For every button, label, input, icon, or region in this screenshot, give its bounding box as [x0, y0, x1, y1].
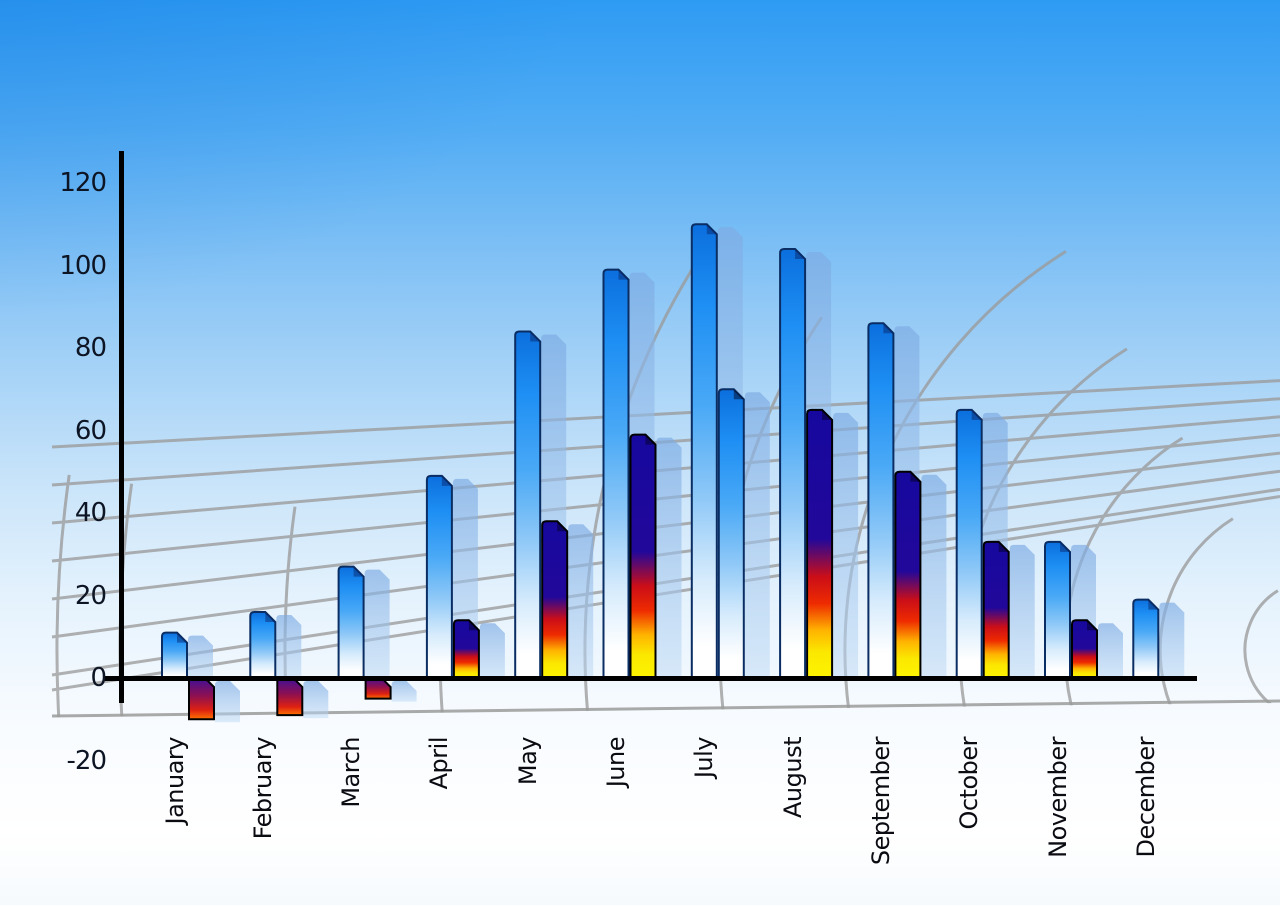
bar-february-series1: [249, 611, 277, 680]
bar-september-series1: [867, 322, 895, 680]
x-axis-label-february: February: [248, 737, 277, 840]
bar-top-facet-june-series1: [618, 269, 629, 280]
bar-shadow-december-series1: [1159, 602, 1185, 681]
bar-may-series2: [541, 520, 569, 680]
bar-march-series1: [337, 565, 365, 680]
bar-top-facet-july-series1: [706, 224, 717, 235]
x-axis-label-july: July: [690, 737, 719, 779]
bar-june-series2: [629, 433, 657, 680]
bar-may-series1: [514, 330, 542, 680]
bar-shadow-february-series2: [303, 681, 329, 719]
y-tick-label-40: 40: [74, 498, 107, 528]
bar-top-facet-october-series1: [971, 409, 982, 420]
x-axis-label-august: August: [778, 737, 807, 818]
bar-shadow-january-series1: [188, 635, 213, 681]
bar-top-facet-july-series2: [733, 389, 744, 400]
bar-august-series1: [779, 248, 807, 680]
y-tick-label-60: 60: [74, 415, 107, 446]
bar-top-facet-august-series2: [822, 409, 833, 420]
x-axis-zero-line: [103, 676, 1197, 681]
bar-top-facet-august-series1: [795, 249, 806, 259]
bar-shadow-august-series2: [833, 412, 859, 681]
x-axis-label-april: April: [425, 737, 454, 790]
bar-top-facet-march-series1: [353, 566, 364, 577]
y-tick-label-0: 0: [90, 663, 107, 693]
x-axis-label-november: November: [1043, 737, 1072, 858]
x-axis-label-october: October: [955, 737, 984, 830]
x-axis-label-may: May: [513, 737, 542, 786]
bar-shadow-january-series2: [215, 681, 240, 723]
grid-front-edge: [51, 699, 1280, 718]
bar-top-facet-may-series1: [530, 331, 541, 342]
bar-top-facet-february-series1: [265, 612, 276, 622]
x-axis-label-march: March: [337, 737, 366, 808]
x-axis-label-january: January: [160, 737, 189, 825]
bar-september-series2: [894, 470, 922, 680]
bar-top-facet-november-series1: [1060, 541, 1070, 552]
bar-april-series2: [452, 619, 480, 680]
bar-shadow-may-series2: [568, 524, 594, 681]
bar-top-facet-november-series2: [1087, 620, 1097, 631]
bar-april-series1: [425, 474, 453, 680]
bar-july-series1: [690, 223, 718, 680]
y-tick-label--20: -20: [66, 745, 107, 776]
bar-top-facet-december-series1: [1148, 599, 1159, 610]
bar-august-series2: [806, 408, 834, 680]
bar-top-facet-june-series2: [645, 434, 656, 445]
bar-top-facet-september-series1: [883, 323, 894, 334]
y-tick-label-20: 20: [74, 580, 107, 611]
x-axis-label-december: December: [1131, 737, 1160, 858]
bar-top-facet-october-series2: [998, 541, 1009, 552]
bar-november-series2: [1071, 619, 1098, 680]
bar-july-series2: [717, 388, 745, 680]
bar-shadow-march-series1: [364, 569, 390, 681]
bar-top-facet-april-series1: [441, 475, 452, 486]
x-axis-label-june: June: [602, 737, 630, 788]
bar-shadow-june-series2: [656, 437, 682, 681]
bar-series: [161, 223, 1160, 721]
y-tick-label-120: 120: [59, 168, 107, 198]
x-axis-label-september: September: [866, 737, 895, 866]
bar-shadow-march-series2: [391, 681, 417, 702]
bar-top-facet-may-series2: [557, 521, 568, 532]
bar-shadow-november-series2: [1098, 623, 1123, 681]
bar-top-facet-september-series2: [910, 471, 921, 482]
y-tick-label-100: 100: [59, 250, 107, 281]
bar-october-series1: [955, 408, 983, 680]
bar-shadow-copies: [188, 227, 1185, 723]
bar-october-series2: [982, 540, 1010, 680]
bar-november-series1: [1044, 540, 1071, 680]
bar-shadow-july-series2: [744, 392, 770, 681]
y-axis-line: [119, 151, 124, 703]
bar-top-facet-april-series2: [468, 620, 479, 631]
bar-february-series2: [276, 676, 304, 717]
bar-january-series2: [188, 676, 215, 721]
bar-december-series1: [1132, 598, 1160, 680]
bar-shadow-september-series2: [921, 474, 947, 681]
bar-shadow-february-series1: [276, 615, 302, 681]
y-tick-label-80: 80: [74, 333, 107, 363]
bar-top-facet-january-series1: [177, 632, 187, 643]
bar-shadow-april-series2: [479, 623, 505, 681]
bar-shadow-october-series2: [1009, 544, 1035, 681]
bar-june-series1: [602, 268, 630, 680]
